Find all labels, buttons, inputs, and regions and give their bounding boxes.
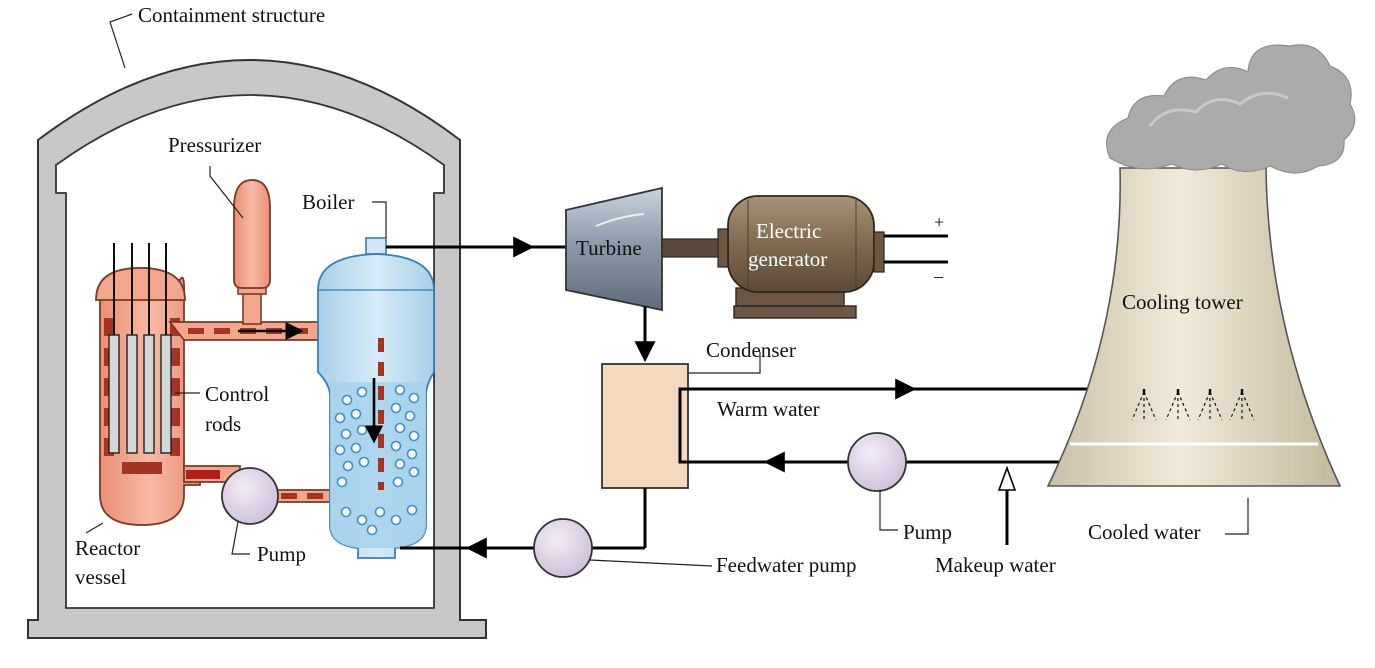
primary-pump-label: Pump bbox=[257, 542, 306, 566]
turbine: Turbine bbox=[565, 186, 663, 312]
cloud-icon bbox=[1106, 44, 1356, 174]
plus-terminal-label: + bbox=[934, 212, 944, 232]
control-rods-label-line2: rods bbox=[205, 412, 241, 436]
turbine-label: Turbine bbox=[576, 236, 642, 260]
condenser-label: Condenser bbox=[706, 338, 796, 362]
arrow-up-icon bbox=[997, 465, 1017, 491]
cooling-pump bbox=[847, 432, 907, 492]
feedwater-pump-label: Feedwater pump bbox=[716, 553, 857, 577]
containment-label: Containment structure bbox=[138, 3, 325, 27]
primary-pump bbox=[221, 467, 279, 525]
labels: Containment structure Pressurizer Boiler… bbox=[75, 3, 1249, 589]
boiler-bubbles bbox=[334, 384, 420, 536]
control-rods bbox=[108, 243, 172, 454]
feedwater-pump bbox=[533, 518, 593, 578]
spray-nozzle-icon bbox=[1131, 391, 1255, 422]
electric-generator: Electric generator bbox=[717, 195, 885, 319]
minus-terminal-label: – bbox=[933, 266, 944, 286]
cooled-water-label: Cooled water bbox=[1088, 520, 1201, 544]
cooling-tower bbox=[1046, 167, 1342, 487]
generator-label-line1: Electric bbox=[756, 219, 821, 243]
pressurizer bbox=[233, 179, 271, 325]
reactor-label-line2: vessel bbox=[75, 565, 126, 589]
boiler bbox=[317, 237, 435, 559]
feedwater-line bbox=[400, 488, 647, 578]
cooling-pump-label: Pump bbox=[903, 520, 952, 544]
control-rods-label-line1: Control bbox=[205, 382, 269, 406]
cooling-tower-label: Cooling tower bbox=[1122, 290, 1243, 314]
output-terminals: + – bbox=[884, 212, 948, 286]
pressurizer-label: Pressurizer bbox=[168, 133, 261, 157]
reactor-label-line1: Reactor bbox=[75, 536, 140, 560]
generator-label-line2: generator bbox=[748, 247, 827, 271]
boiler-label: Boiler bbox=[302, 190, 355, 214]
makeup-water-label: Makeup water bbox=[935, 553, 1056, 577]
makeup-water-inlet bbox=[997, 465, 1017, 545]
warm-water-label: Warm water bbox=[717, 397, 820, 421]
